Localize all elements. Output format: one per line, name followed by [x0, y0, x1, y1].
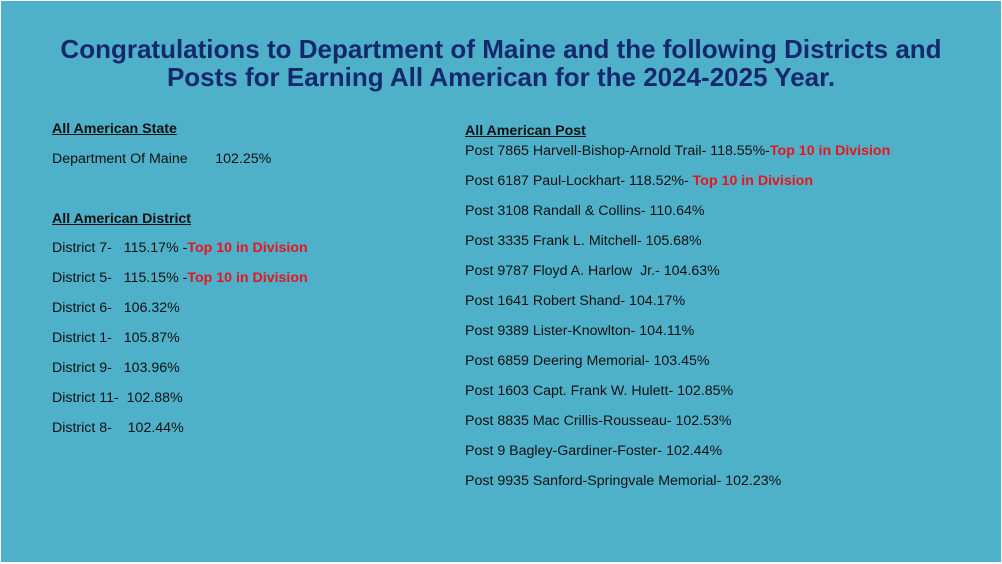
- right-column: All American Post Post 7865 Harvell-Bish…: [465, 122, 985, 490]
- post-item-text: Post 9935 Sanford-Springvale Memorial- 1…: [465, 473, 782, 489]
- district-list: District 7- 115.17% -Top 10 in Division …: [52, 239, 432, 437]
- post-item: Post 9935 Sanford-Springvale Memorial- 1…: [465, 472, 985, 490]
- post-item-highlight: Top 10 in Division: [692, 173, 814, 189]
- district-item-text: District 7- 115.17% -: [52, 240, 188, 256]
- post-item: Post 9 Bagley-Gardiner-Foster- 102.44%: [465, 442, 985, 460]
- post-item-text: Post 6859 Deering Memorial- 103.45%: [465, 353, 710, 369]
- district-item-text: District 5- 115.15% -: [52, 270, 188, 286]
- post-item-text: Post 9787 Floyd A. Harlow Jr.- 104.63%: [465, 263, 720, 279]
- post-item-text: Post 7865 Harvell-Bishop-Arnold Trail- 1…: [465, 143, 770, 159]
- post-item-text: Post 6187 Paul-Lockhart- 118.52%-: [465, 173, 693, 189]
- district-item-highlight: Top 10 in Division: [187, 270, 308, 286]
- page-title: Congratulations to Department of Maine a…: [21, 35, 981, 91]
- post-item: Post 6859 Deering Memorial- 103.45%: [465, 352, 985, 370]
- left-column: All American State Department Of Maine 1…: [52, 120, 432, 437]
- district-item: District 8- 102.44%: [52, 419, 432, 437]
- post-item-text: Post 3335 Frank L. Mitchell- 105.68%: [465, 233, 702, 249]
- district-item: District 6- 106.32%: [52, 299, 432, 317]
- post-item: Post 3335 Frank L. Mitchell- 105.68%: [465, 232, 985, 250]
- district-item: District 11- 102.88%: [52, 389, 432, 407]
- post-item: Post 1603 Capt. Frank W. Hulett- 102.85%: [465, 382, 985, 400]
- state-heading: All American State: [52, 121, 177, 137]
- district-item: District 7- 115.17% -Top 10 in Division: [52, 239, 432, 257]
- post-item: Post 1641 Robert Shand- 104.17%: [465, 292, 985, 310]
- district-item-text: District 6- 106.32%: [52, 300, 180, 316]
- post-item-text: Post 9389 Lister-Knowlton- 104.11%: [465, 323, 695, 339]
- post-list: Post 7865 Harvell-Bishop-Arnold Trail- 1…: [465, 142, 985, 490]
- district-item-text: District 1- 105.87%: [52, 330, 180, 346]
- post-item-text: Post 8835 Mac Crillis-Rousseau- 102.53%: [465, 413, 732, 429]
- district-item-highlight: Top 10 in Division: [187, 240, 308, 256]
- post-item: Post 9389 Lister-Knowlton- 104.11%: [465, 322, 985, 340]
- title-line-1: Congratulations to Department of Maine a…: [60, 34, 942, 64]
- post-item-text: Post 3108 Randall & Collins- 110.64%: [465, 203, 705, 219]
- post-item: Post 6187 Paul-Lockhart- 118.52%- Top 10…: [465, 172, 985, 190]
- state-entry: Department Of Maine 102.25%: [52, 151, 272, 167]
- district-item: District 5- 115.15% -Top 10 in Division: [52, 269, 432, 287]
- post-item-highlight: Top 10 in Division: [769, 143, 891, 159]
- post-item-text: Post 1603 Capt. Frank W. Hulett- 102.85%: [465, 383, 734, 399]
- district-item-text: District 9- 103.96%: [52, 360, 180, 376]
- title-line-2: Posts for Earning All American for the 2…: [166, 62, 836, 92]
- post-item-text: Post 9 Bagley-Gardiner-Foster- 102.44%: [465, 443, 723, 459]
- district-item: District 9- 103.96%: [52, 359, 432, 377]
- post-item-text: Post 1641 Robert Shand- 104.17%: [465, 293, 686, 309]
- district-heading: All American District: [52, 211, 192, 227]
- post-item: Post 3108 Randall & Collins- 110.64%: [465, 202, 985, 220]
- post-item: Post 8835 Mac Crillis-Rousseau- 102.53%: [465, 412, 985, 430]
- district-item-text: District 11- 102.88%: [52, 390, 183, 406]
- post-heading: All American Post: [465, 123, 586, 139]
- post-item: Post 7865 Harvell-Bishop-Arnold Trail- 1…: [465, 142, 985, 160]
- district-item: District 1- 105.87%: [52, 329, 432, 347]
- post-item: Post 9787 Floyd A. Harlow Jr.- 104.63%: [465, 262, 985, 280]
- district-item-text: District 8- 102.44%: [52, 420, 184, 436]
